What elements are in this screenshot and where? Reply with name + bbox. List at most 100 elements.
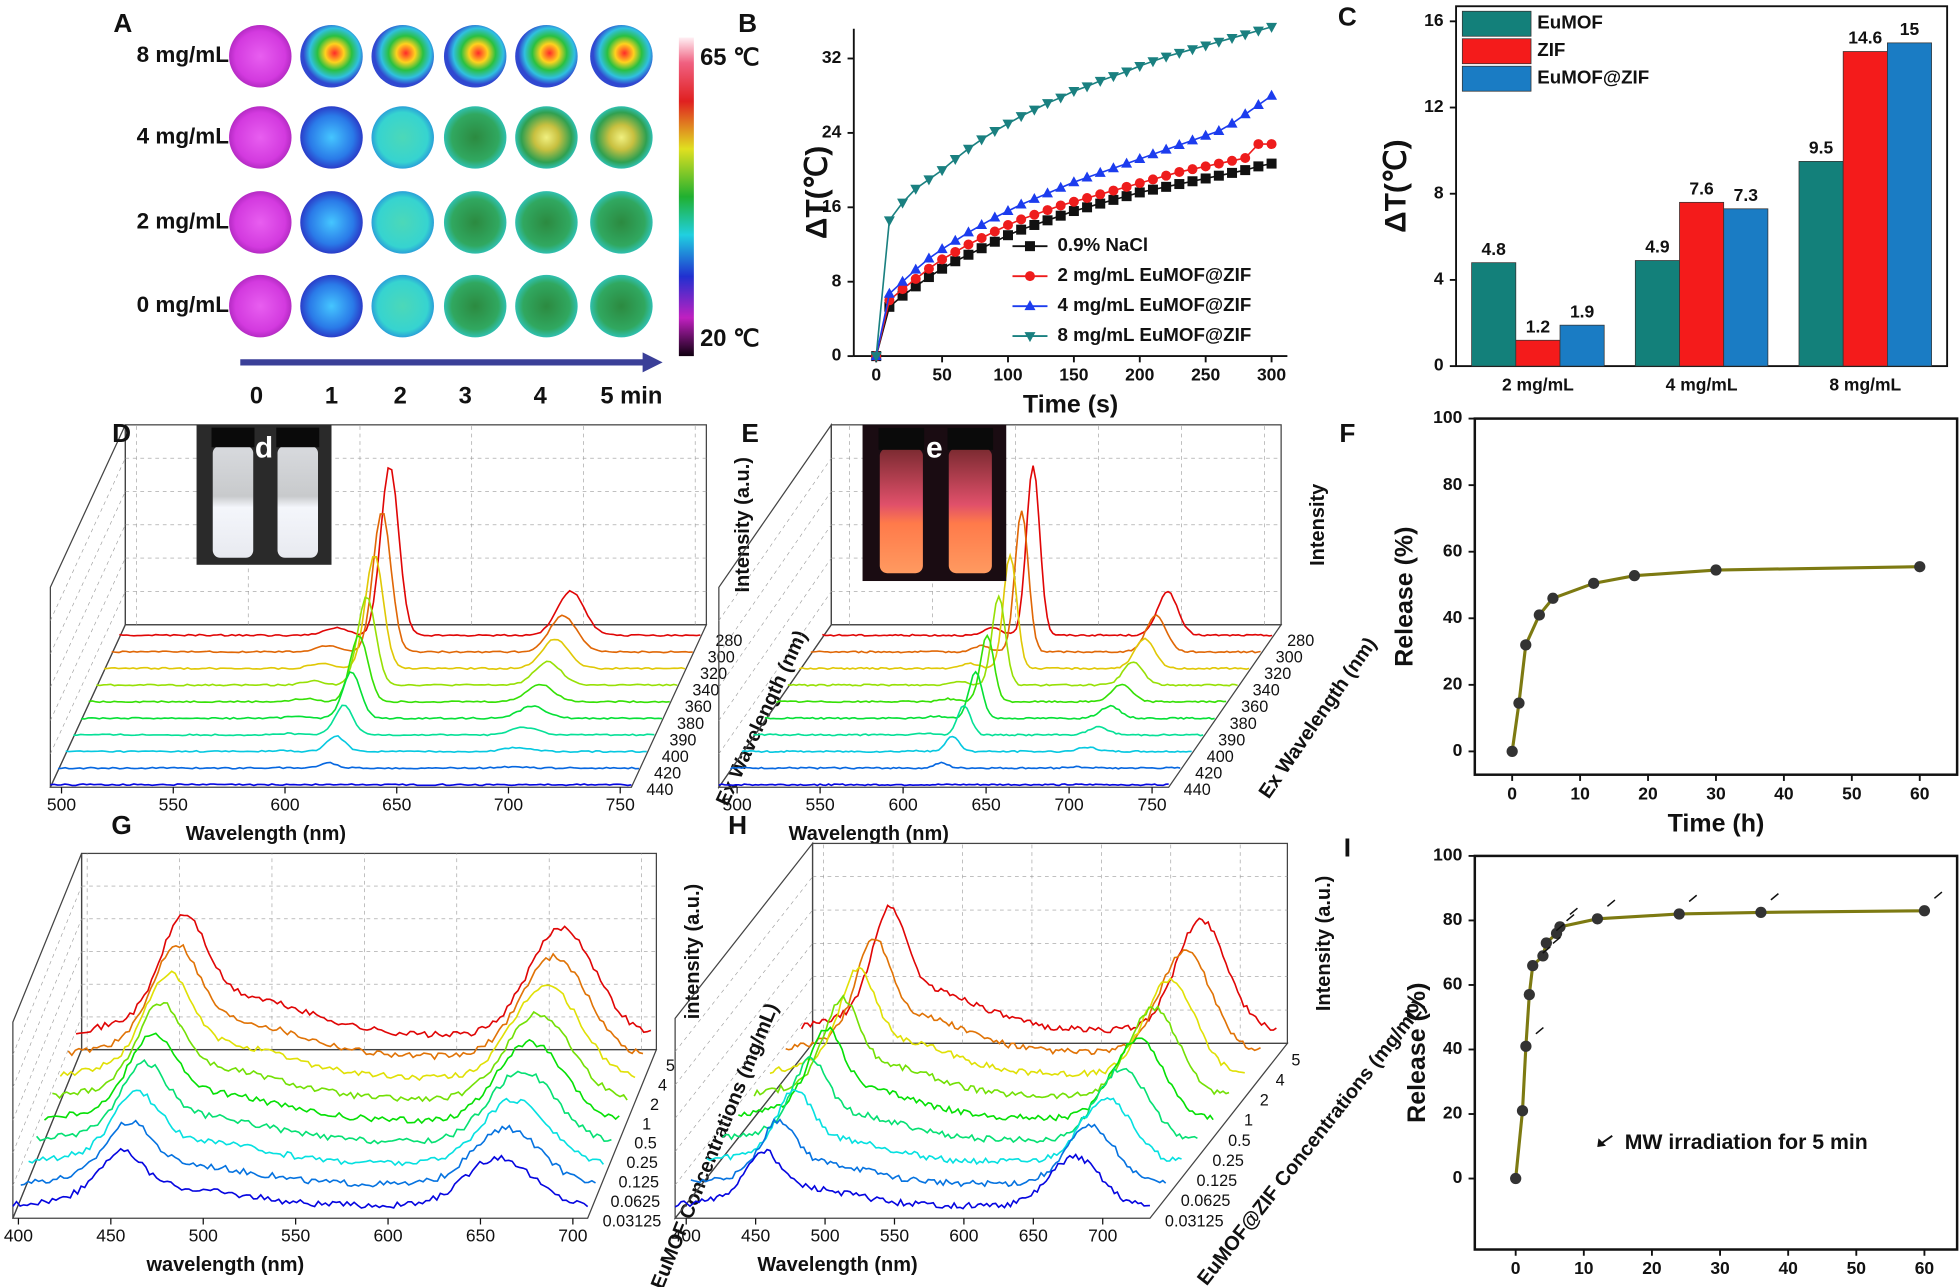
marker [1673,908,1685,920]
value-label: 1.2 [1526,316,1551,336]
thermal-well [515,106,578,169]
marker [923,175,935,186]
y-axis-title: Intensity (a.u.) [1313,876,1335,1011]
marker [923,272,934,283]
panel-letter: G [111,810,131,840]
marker [1055,210,1066,221]
irradiation-arrow [1552,936,1561,945]
irradiation-arrow [1933,891,1943,899]
row-label: 4 mg/mL [137,123,230,148]
marker [962,144,974,155]
marker [1028,192,1040,203]
spectrum-trace [52,1002,628,1103]
marker [1513,697,1525,709]
y-tick-label: 0 [1453,1167,1463,1187]
marker [1042,187,1054,198]
value-label: 7.6 [1689,178,1714,198]
marker [1520,639,1532,651]
x-tick-label: 250 [1191,365,1220,385]
x-tick-label: 10 [1574,1258,1593,1278]
thermal-well [300,274,363,338]
thermal-well [300,24,363,88]
marker [936,243,948,254]
z-tick-label: 0.25 [1212,1152,1244,1170]
panel-letter: A [113,8,132,38]
column-label: 4 [534,384,548,410]
x-axis-title: Wavelength (nm) [757,1254,917,1276]
x-tick-label: 550 [806,795,835,815]
x-tick-label: 400 [672,1226,701,1246]
z-tick-label: 440 [1184,781,1211,799]
marker [1510,1172,1522,1185]
z-tick-label: 0.5 [634,1135,657,1153]
marker [1015,198,1027,209]
y-tick-label: 8 [1434,182,1444,202]
marker [937,254,948,265]
marker [1055,181,1067,192]
spectrum-trace [73,704,655,737]
marker [1121,191,1132,202]
marker [976,218,988,229]
y-tick-label: 100 [1433,407,1462,427]
x-tick-label: 20 [1642,1258,1661,1278]
marker [1147,184,1158,195]
marker [1200,161,1211,172]
value-label: 1.9 [1570,301,1595,321]
marker [1516,1105,1529,1117]
z-tick-label: 400 [1207,748,1234,766]
y-tick-label: 24 [822,122,842,142]
spectrum-trace [80,670,663,720]
marker [1042,99,1054,110]
spectrum-trace [59,970,636,1082]
legend-label: 2 mg/mL EuMOF@ZIF [1057,264,1251,285]
thermal-well [515,274,578,338]
z-tick-label: 300 [708,648,735,666]
marker [1095,189,1106,200]
marker [1068,87,1080,98]
x-tick-label: 600 [949,1226,978,1246]
x-tick-label: 4 mg/mL [1666,375,1738,395]
x-tick-label: 10 [1570,783,1589,803]
marker [1227,167,1238,178]
x-tick-label: 700 [494,795,523,815]
x-tick-label: 50 [932,365,951,385]
x-tick-label: 750 [1137,795,1166,815]
x-tick-label: 600 [373,1226,402,1246]
legend-label: 0.9% NaCl [1057,234,1148,255]
plot-frame [1473,854,1959,1251]
z-tick-label: 320 [700,665,727,683]
y-axis-title: Intensity (a.u.) [732,457,754,592]
wall-grid [12,918,82,1088]
x-tick-label: 500 [810,1226,839,1246]
marker [989,226,1000,237]
bar [1515,339,1561,367]
spectrum-trace [57,761,640,770]
panel-letter: B [738,8,757,38]
z-axis-title: Ex Wavelength (nm) [1255,634,1381,803]
y-axis-title: intensity (a.u.) [682,884,704,1019]
marker [937,263,948,274]
marker [1213,37,1225,48]
marker [1081,82,1093,93]
marker [1095,198,1106,209]
spectrum-trace [674,1148,1150,1210]
x-tick-label: 20 [1638,783,1657,803]
marker [1028,105,1040,116]
wall-grid [12,951,82,1121]
time-arrowhead [642,352,663,373]
marker [897,284,908,295]
marker [1533,609,1545,621]
marker [1547,592,1559,604]
side-wall [49,424,126,788]
x-tick-label: 550 [880,1226,909,1246]
y-tick-label: 32 [822,47,842,67]
y-tick-label: 60 [1443,540,1462,560]
marker [963,249,974,260]
bar [1798,161,1844,367]
irradiation-arrow [1606,899,1616,907]
wall-grid [12,1016,82,1186]
marker [1002,219,1013,230]
marker [1134,61,1146,72]
spectrum-trace [769,966,1245,1078]
